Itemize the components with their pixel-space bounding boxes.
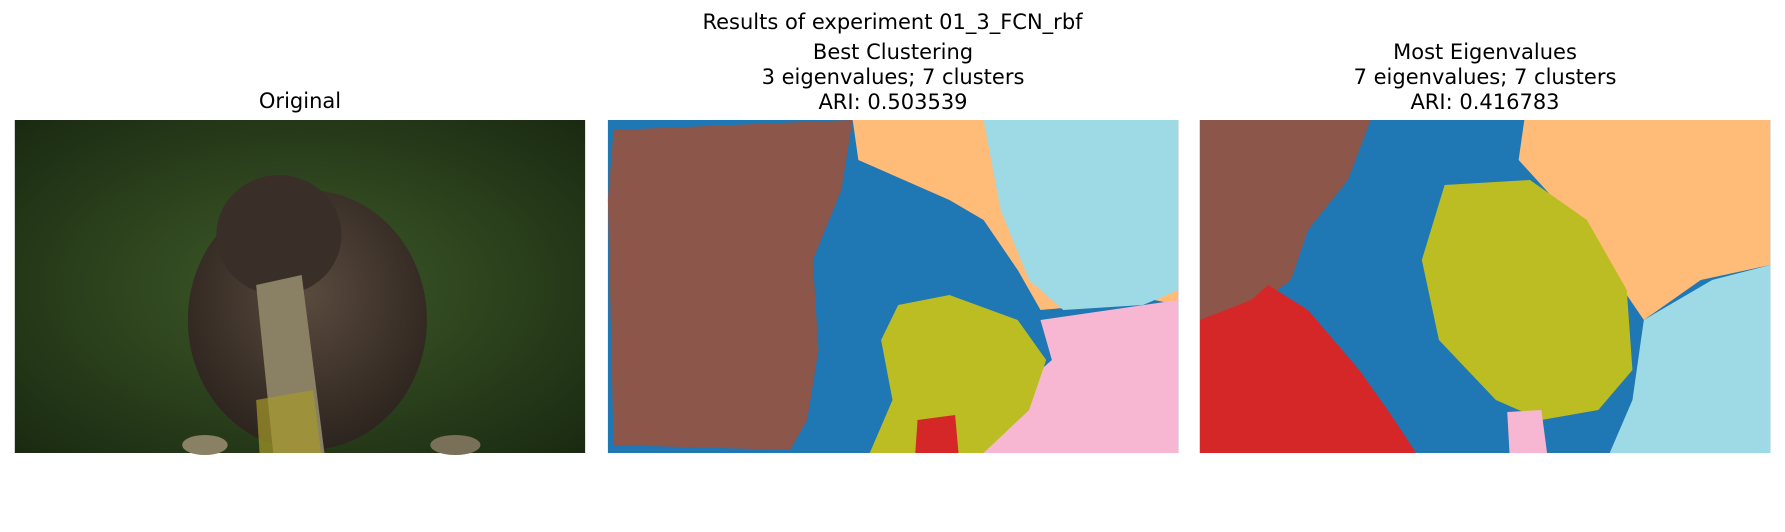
panel-title-line: 7 eigenvalues; 7 clusters [1353, 65, 1617, 89]
panel-title: Most Eigenvalues 7 eigenvalues; 7 cluste… [1200, 40, 1770, 115]
panel-title-line: Most Eigenvalues [1393, 40, 1577, 64]
panel-title-line: Original [258, 89, 342, 113]
most-eigenvalues-map [1199, 120, 1771, 453]
panel-title: Best Clustering 3 eigenvalues; 7 cluster… [608, 40, 1178, 115]
panel-title-line: Best Clustering [812, 40, 974, 64]
original-image [14, 120, 586, 455]
figure-title: Results of experiment 01_3_FCN_rbf [702, 10, 1083, 34]
panel-title-line: ARI: 0.416783 [1410, 90, 1560, 114]
panel-title-line: ARI: 0.503539 [818, 90, 968, 114]
panel-title: Original [15, 89, 585, 114]
panel-title-line: 3 eigenvalues; 7 clusters [761, 65, 1025, 89]
best-clustering-map [607, 120, 1179, 453]
